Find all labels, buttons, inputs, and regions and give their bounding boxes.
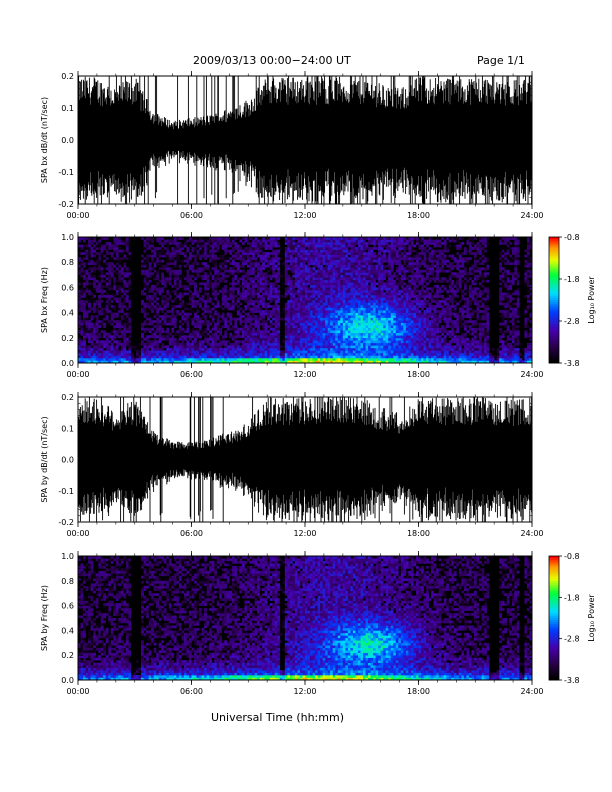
x-tick-label: 24:00: [520, 529, 543, 538]
y-tick-label: 0.8: [61, 258, 74, 267]
y-tick-label: 0.1: [61, 104, 74, 113]
y-tick-label: 0.6: [61, 283, 74, 292]
colorbar-tick-label: -1.8: [564, 275, 580, 284]
plot-title: 2009/03/13 00:00−24:00 UT: [193, 54, 351, 67]
bx_trace-series: [77, 76, 533, 204]
y-tick-label: -0.1: [58, 168, 74, 177]
x-tick-label: 18:00: [407, 370, 430, 379]
y-tick-label: 0.0: [61, 359, 74, 368]
colorbar-tick-label: -1.8: [564, 593, 580, 602]
colorbar-label: Log₁₀ Power: [587, 276, 596, 324]
x-tick-label: 12:00: [293, 529, 316, 538]
x-tick-label: 24:00: [520, 370, 543, 379]
y-tick-label: 0.2: [61, 651, 74, 660]
colorbar-label: Log₁₀ Power: [587, 594, 596, 642]
x-tick-label: 06:00: [180, 370, 203, 379]
y-tick-label: 0.2: [61, 334, 74, 343]
by_spectrogram-cells: [78, 556, 533, 681]
x-tick-label: 00:00: [66, 529, 89, 538]
y-tick-label: 0.2: [61, 393, 74, 402]
x-tick-label: 00:00: [66, 370, 89, 379]
y-tick-label: 1.0: [61, 233, 74, 242]
by_spectrogram-colorbar: -0.8 -1.8 -2.8 -3.8 Log₁₀ Power: [548, 552, 596, 685]
x-tick-label: 00:00: [66, 211, 89, 220]
x-tick-label: 06:00: [180, 687, 203, 696]
x-tick-label: 18:00: [407, 529, 430, 538]
y-tick-label: 0.4: [61, 309, 74, 318]
x-tick-label: 24:00: [520, 211, 543, 220]
by_trace-series: [77, 397, 533, 522]
y-tick-label: 0.6: [61, 602, 74, 611]
y-tick-label: 0.8: [61, 577, 74, 586]
y-tick-label: 0.1: [61, 424, 74, 433]
y-tick-label: 0.2: [61, 72, 74, 81]
y-axis-title: SPA bx Freq (Hz): [40, 267, 49, 333]
y-tick-label: 0.0: [61, 456, 74, 465]
y-tick-label: 1.0: [61, 552, 74, 561]
colorbar-tick-label: -3.8: [564, 359, 580, 368]
y-tick-label: 0.4: [61, 626, 74, 635]
y-tick-label: 0.0: [61, 136, 74, 145]
y-tick-label: 0.0: [61, 676, 74, 685]
bx_spectrogram-colorbar: -0.8 -1.8 -2.8 -3.8 Log₁₀ Power: [548, 233, 596, 368]
x-tick-label: 12:00: [293, 370, 316, 379]
colorbar-tick-label: -0.8: [564, 233, 580, 242]
x-tick-label: 18:00: [407, 211, 430, 220]
colorbar-tick-label: -0.8: [564, 552, 580, 561]
y-tick-label: -0.2: [58, 518, 74, 527]
bx_spectrogram-cells: [78, 237, 533, 364]
colorbar-tick-label: -3.8: [564, 676, 580, 685]
y-axis-title: SPA by Freq (Hz): [40, 585, 49, 651]
y-axis-title: SPA bx dB/dt (nT/sec): [40, 97, 49, 183]
colorbar-tick-label: -2.8: [564, 317, 580, 326]
page-indicator: Page 1/1: [477, 54, 525, 67]
y-tick-label: -0.1: [58, 487, 74, 496]
x-tick-label: 12:00: [293, 687, 316, 696]
x-tick-label: 24:00: [520, 687, 543, 696]
x-tick-label: 06:00: [180, 529, 203, 538]
x-axis-title: Universal Time (hh:mm): [211, 711, 344, 724]
y-tick-label: -0.2: [58, 200, 74, 209]
x-tick-label: 12:00: [293, 211, 316, 220]
x-tick-label: 18:00: [407, 687, 430, 696]
y-axis-title: SPA by dB/dt (nT/sec): [40, 416, 49, 502]
x-tick-label: 06:00: [180, 211, 203, 220]
x-tick-label: 00:00: [66, 687, 89, 696]
colorbar-tick-label: -2.8: [564, 635, 580, 644]
